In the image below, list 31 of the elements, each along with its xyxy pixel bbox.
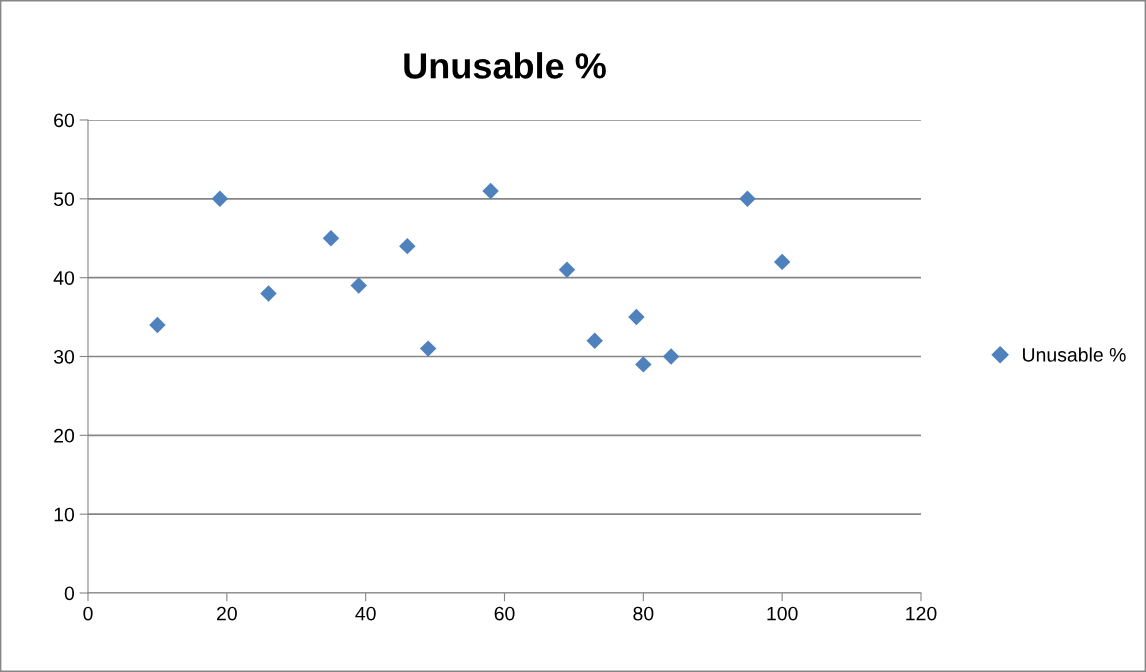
- x-tick-label: 80: [633, 606, 654, 621]
- x-tick-label: 40: [355, 606, 376, 621]
- point: [149, 316, 166, 334]
- point: [350, 277, 367, 294]
- chart-title: Unusable %: [404, 52, 606, 79]
- point: [628, 308, 645, 326]
- x-tick-label: 20: [217, 606, 237, 621]
- point: [558, 261, 576, 278]
- y-tick-label: 10: [54, 507, 75, 522]
- point: [399, 237, 416, 255]
- point: [211, 190, 229, 208]
- x-tick-label: 60: [494, 606, 515, 621]
- point: [322, 230, 340, 247]
- y-tick-label: 40: [53, 271, 75, 285]
- y-tick-label: 20: [54, 428, 75, 443]
- y-tick-label: 30: [53, 349, 75, 364]
- y-tick-label: 0: [64, 586, 75, 601]
- y-tick-label: 50: [53, 192, 75, 207]
- point: [482, 182, 499, 200]
- point: [260, 285, 277, 302]
- point: [419, 340, 437, 357]
- y-tick-label: 60: [54, 113, 75, 128]
- point: [662, 348, 680, 365]
- point: [586, 332, 603, 349]
- x-tick-label: 0: [83, 606, 93, 621]
- point: [739, 190, 756, 208]
- point: [635, 356, 652, 373]
- x-tick-label: 120: [906, 606, 937, 621]
- x-tick-label: 100: [767, 606, 798, 621]
- point: [773, 253, 791, 271]
- legend-label: Unusable %: [1023, 347, 1126, 362]
